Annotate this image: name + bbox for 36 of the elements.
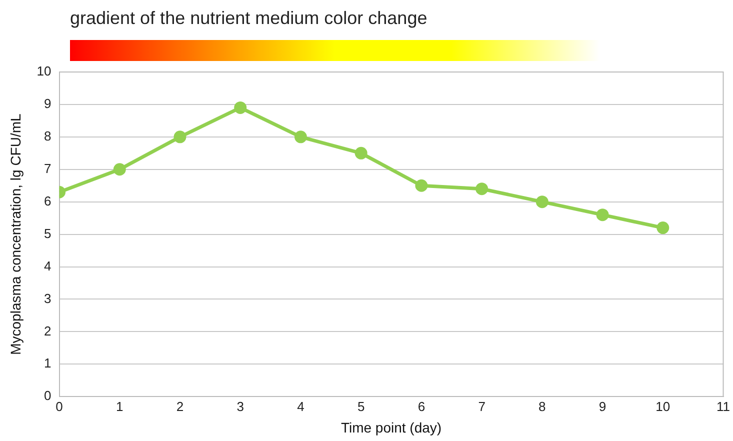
point	[536, 196, 548, 208]
x-tick-label: 10	[656, 398, 670, 414]
x-tick-label: 1	[116, 398, 124, 414]
y-tick-label: 9	[44, 96, 52, 112]
x-tick-label: 9	[598, 398, 606, 414]
y-tick-label: 5	[44, 226, 52, 241]
y-axis-title: Mycoplasma concentration, lg CFU/mL	[7, 113, 24, 355]
point	[174, 130, 186, 144]
y-tick-label: 2	[44, 323, 52, 338]
x-tick-label: 11	[716, 398, 730, 414]
x-tick-label: 2	[176, 398, 184, 414]
y-tick-label: 7	[44, 160, 52, 176]
y-tick-label: 0	[44, 388, 52, 404]
point	[656, 222, 670, 234]
x-tick-label: 3	[236, 398, 244, 414]
y-tick-label: 6	[44, 193, 52, 208]
x-tick-label: 5	[357, 398, 365, 414]
y-tick-label: 4	[44, 258, 52, 274]
point	[596, 208, 609, 222]
point	[476, 182, 488, 196]
x-tick-label: 4	[297, 398, 304, 414]
x-tick-label: 6	[418, 398, 426, 414]
point	[294, 130, 307, 144]
y-tick-label: 3	[44, 290, 52, 306]
chart-title: gradient of the nutrient medium color change	[70, 8, 428, 29]
x-tick-label: 8	[538, 398, 546, 414]
point	[354, 146, 368, 160]
x-tick-label: 7	[478, 398, 486, 414]
point	[234, 101, 247, 114]
point	[415, 179, 428, 192]
point	[113, 163, 126, 176]
y-tick-label: 10	[36, 64, 52, 79]
x-axis-title: Time point (day)	[340, 419, 442, 436]
y-tick-label: 8	[44, 128, 52, 144]
y-tick-label: 1	[44, 356, 52, 371]
x-tick-label: 0	[56, 398, 63, 414]
